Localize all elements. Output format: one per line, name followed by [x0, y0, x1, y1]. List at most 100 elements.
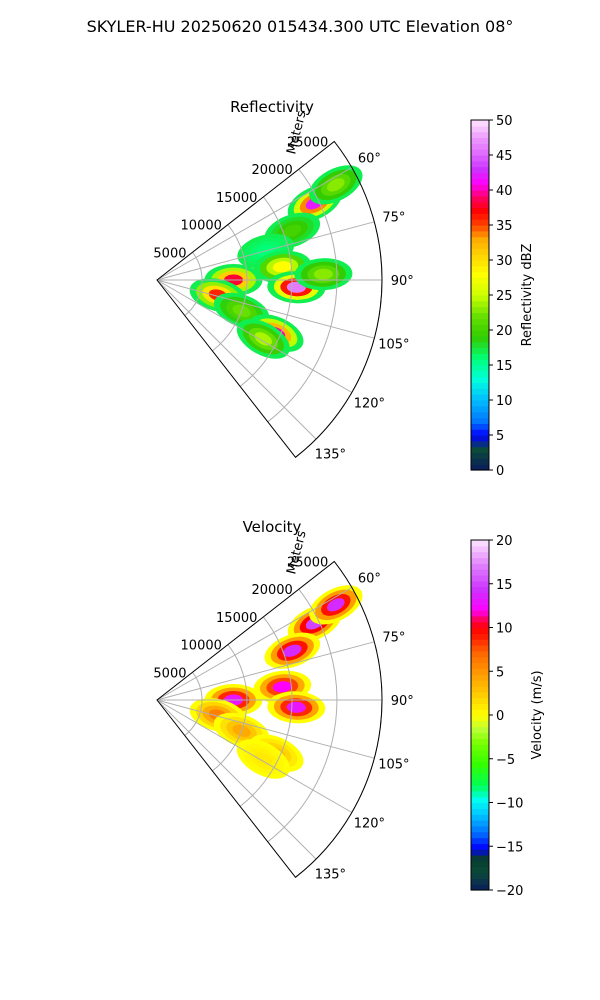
colorbar-band	[471, 615, 489, 623]
colorbar-band	[471, 137, 489, 144]
range-tick-label: 25000	[287, 556, 328, 571]
colorbar-band	[471, 586, 489, 594]
colorbar-band	[471, 860, 489, 868]
colorbar-band	[471, 709, 489, 716]
azimuth-gridline	[156, 699, 317, 860]
colorbar-band	[471, 668, 489, 675]
colorbar-band	[471, 411, 489, 419]
colorbar-band	[471, 178, 489, 185]
colorbar-tick-label: 40	[496, 184, 513, 199]
colorbar-band	[471, 808, 489, 815]
colorbar-band	[471, 697, 489, 704]
colorbar-tick-label: 5	[496, 429, 504, 444]
colorbar-band	[471, 884, 489, 891]
colorbar-band	[471, 446, 489, 454]
colorbar-band	[471, 370, 489, 378]
colorbar-band	[471, 394, 489, 401]
colorbar-band	[471, 277, 489, 284]
colorbar-band	[471, 761, 489, 769]
colorbar-band	[471, 120, 489, 127]
colorbar-band	[471, 219, 489, 226]
colorbar-band	[471, 802, 489, 809]
colorbar-band	[471, 155, 489, 162]
colorbar-band	[471, 201, 489, 209]
colorbar-band	[471, 796, 489, 804]
colorbar-band	[471, 767, 489, 774]
range-tick-label: 15000	[216, 611, 257, 626]
colorbar-band	[471, 604, 489, 611]
colorbar-band	[471, 843, 489, 850]
azimuth-gridline	[156, 641, 375, 701]
colorbar-band	[471, 283, 489, 290]
colorbar-band	[471, 703, 489, 710]
colorbar-band	[471, 236, 489, 244]
velocity-colorbar-label: Velocity (m/s)	[530, 670, 545, 759]
colorbar-band	[471, 254, 489, 261]
colorbar-band	[471, 610, 489, 617]
colorbar-band	[471, 417, 489, 424]
colorbar-tick-label: 0	[496, 709, 504, 724]
azimuth-tick-label: 75°	[382, 211, 405, 226]
azimuth-gridline	[156, 167, 353, 281]
colorbar-band	[471, 435, 489, 442]
azimuth-tick-label: 135°	[315, 447, 346, 462]
range-tick-label: 10000	[181, 219, 222, 234]
colorbar-tick-label: −20	[496, 884, 523, 899]
azimuth-gridline	[156, 699, 353, 813]
colorbar-band	[471, 575, 489, 582]
range-ring	[239, 616, 293, 807]
colorbar-band	[471, 324, 489, 331]
colorbar-band	[471, 820, 489, 827]
colorbar-tick-label: 20	[496, 534, 513, 549]
azimuth-tick-label: 120°	[354, 817, 385, 832]
colorbar-band	[471, 837, 489, 844]
colorbar-band	[471, 732, 489, 739]
reflectivity-colorbar: 0 5 10 15 20 25 30 35 40 45 50 Reflectivity dBZ	[470, 114, 535, 479]
colorbar-band	[471, 184, 489, 191]
colorbar-tick-label: 5	[496, 665, 504, 680]
colorbar-band	[471, 779, 489, 786]
colorbar-band	[471, 773, 489, 780]
azimuth-gridline	[156, 279, 317, 440]
echo-cell	[272, 681, 292, 693]
colorbar-band	[471, 790, 489, 798]
colorbar-band	[471, 458, 489, 465]
colorbar-band	[471, 318, 489, 325]
range-ring	[267, 588, 338, 843]
colorbar-band	[471, 312, 489, 319]
echo-cell	[283, 224, 302, 237]
colorbar-band	[471, 359, 489, 366]
colorbar-band	[471, 645, 489, 652]
colorbar-band	[471, 674, 489, 681]
colorbar-tick-label: 30	[496, 254, 513, 269]
range-tick-label: 10000	[181, 639, 222, 654]
colorbar-band	[471, 382, 489, 389]
colorbar-band	[471, 400, 489, 407]
range-tick-label: 5000	[153, 666, 186, 681]
colorbar-band	[471, 656, 489, 664]
colorbar-band	[471, 685, 489, 693]
colorbar-band	[471, 166, 489, 174]
colorbar-band	[471, 650, 489, 658]
azimuth-tick-label: 60°	[358, 571, 381, 586]
colorbar-band	[471, 785, 489, 792]
colorbar-band	[471, 849, 489, 856]
colorbar-band	[471, 423, 489, 430]
colorbar-band	[471, 265, 489, 273]
azimuth-tick-label: 120°	[354, 397, 385, 412]
colorbar-band	[471, 125, 489, 133]
colorbar-band	[471, 388, 489, 395]
colorbar-band	[471, 545, 489, 553]
colorbar-band	[471, 680, 489, 687]
colorbar-band	[471, 825, 489, 833]
colorbar-band	[471, 831, 489, 839]
colorbar-band	[471, 365, 489, 372]
colorbar-band	[471, 580, 489, 588]
colorbar-band	[471, 306, 489, 314]
colorbar-band	[471, 738, 489, 745]
colorbar-band	[471, 195, 489, 203]
colorbar-band	[471, 271, 489, 279]
colorbar-band	[471, 429, 489, 436]
colorbar-band	[471, 335, 489, 343]
